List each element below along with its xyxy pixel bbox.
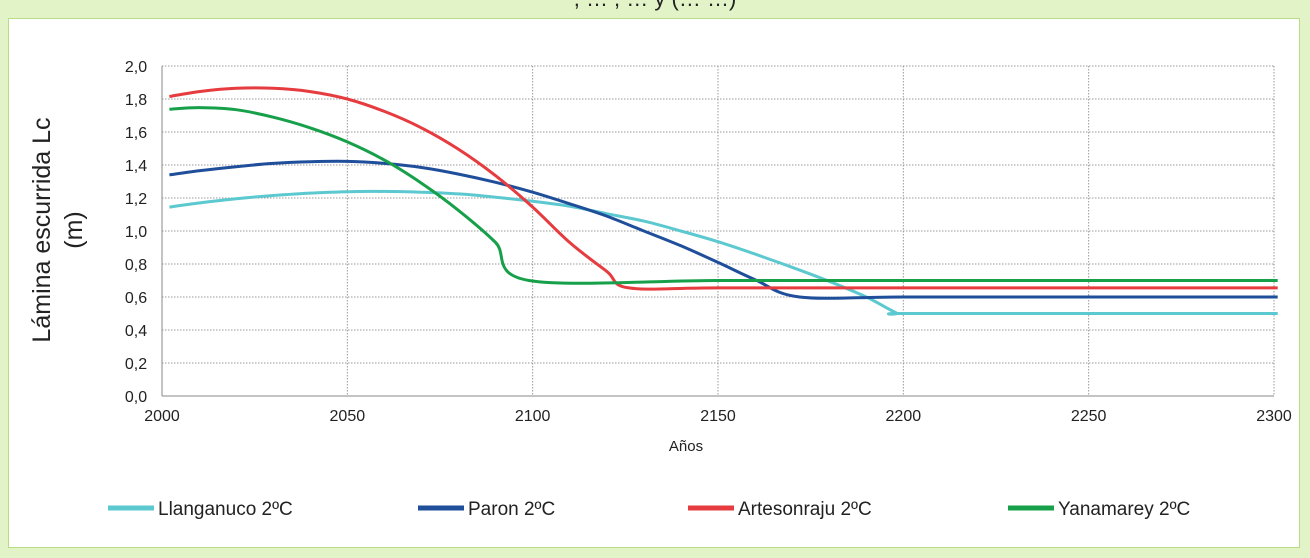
series-line-0 (169, 189, 1278, 316)
x-tick-label: 2200 (886, 408, 922, 425)
y-tick-label: 1,6 (125, 125, 147, 142)
x-tick-label: 2250 (1071, 408, 1107, 425)
x-tick-label: 2000 (144, 408, 180, 425)
x-tick-label: 2150 (700, 408, 736, 425)
legend-label: Paron 2ºC (468, 499, 555, 520)
x-tick-label: 2100 (515, 408, 551, 425)
y-tick-label: 0,2 (125, 356, 147, 373)
series-line-3 (169, 106, 1278, 285)
y-tick-label: 0,4 (125, 323, 147, 340)
series-lines (169, 86, 1278, 316)
x-tick-labels: 2000 2050 2100 2150 2200 2250 2300 (144, 408, 1292, 425)
y-tick-label: 2,0 (125, 59, 147, 76)
series-line-2 (169, 86, 1278, 291)
axes (161, 66, 1274, 397)
figure-title-cut: , … , … y (… …) (0, 0, 1310, 11)
series-line-1 (169, 159, 1278, 300)
grid-lines (161, 65, 1275, 397)
y-tick-labels: 0,0 0,2 0,4 0,6 0,8 1,0 1,2 1,4 1,6 1,8 2,0 (125, 59, 147, 406)
y-axis-label: Lámina escurrida Lc (28, 117, 56, 342)
legend-label: Yanamarey 2ºC (1058, 499, 1190, 520)
y-tick-label: 0,6 (125, 290, 147, 307)
y-tick-label: 0,8 (125, 257, 147, 274)
legend: Llanganuco 2ºC Paron 2ºC Artesonraju 2ºC Ya… (108, 499, 1190, 520)
x-tick-label: 2050 (330, 408, 366, 425)
y-tick-label: 1,4 (125, 158, 147, 175)
legend-label: Llanganuco 2ºC (158, 499, 293, 520)
y-tick-label: 1,0 (125, 224, 147, 241)
y-axis-label-unit: (m) (60, 211, 88, 248)
legend-label: Artesonraju 2ºC (738, 499, 872, 520)
y-tick-label: 1,2 (125, 191, 147, 208)
y-tick-label: 0,0 (125, 389, 147, 406)
x-axis-label: Años (669, 438, 703, 455)
x-tick-label: 2300 (1256, 408, 1292, 425)
y-tick-label: 1,8 (125, 92, 147, 109)
